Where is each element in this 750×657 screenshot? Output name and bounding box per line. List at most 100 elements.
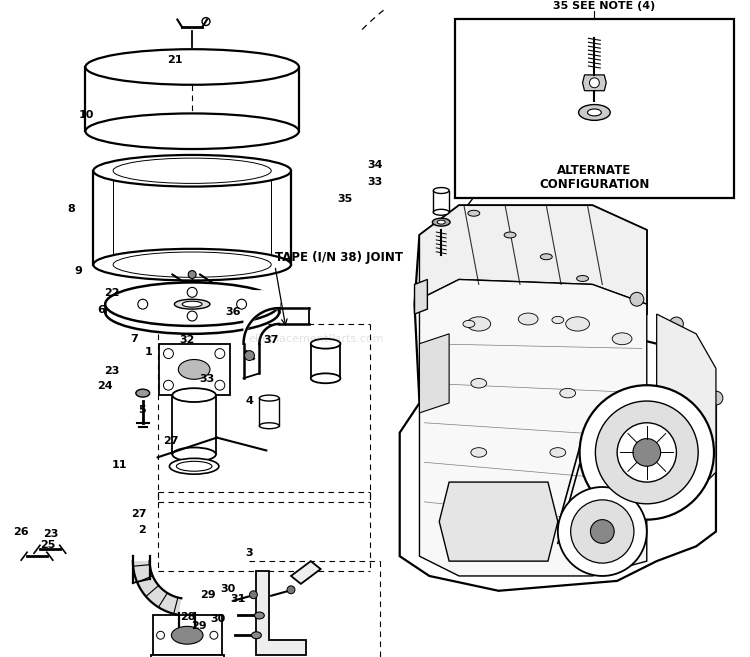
Text: 35: 35 — [338, 194, 353, 204]
Polygon shape — [158, 344, 230, 395]
Ellipse shape — [577, 275, 589, 281]
Ellipse shape — [432, 218, 450, 226]
Text: 21: 21 — [167, 55, 182, 64]
Ellipse shape — [560, 388, 575, 398]
Ellipse shape — [175, 299, 210, 309]
Circle shape — [670, 317, 683, 331]
Text: 11: 11 — [112, 461, 127, 470]
Polygon shape — [455, 18, 734, 198]
Circle shape — [164, 349, 173, 359]
Polygon shape — [151, 655, 224, 657]
Text: 37: 37 — [263, 335, 279, 345]
Text: ALTERNATE: ALTERNATE — [557, 164, 632, 177]
Ellipse shape — [467, 317, 490, 331]
Text: 29: 29 — [190, 621, 206, 631]
Circle shape — [580, 385, 714, 520]
Circle shape — [188, 311, 197, 321]
Polygon shape — [583, 75, 606, 91]
Ellipse shape — [260, 422, 279, 429]
Ellipse shape — [437, 220, 446, 224]
Polygon shape — [400, 206, 716, 591]
Ellipse shape — [471, 447, 487, 457]
Text: 7: 7 — [130, 334, 138, 344]
Text: 30: 30 — [220, 584, 236, 594]
Ellipse shape — [433, 187, 449, 194]
Ellipse shape — [433, 210, 449, 215]
Polygon shape — [419, 206, 646, 304]
Ellipse shape — [178, 359, 210, 379]
Circle shape — [596, 401, 698, 504]
Ellipse shape — [86, 114, 299, 149]
Circle shape — [287, 586, 295, 594]
Circle shape — [590, 78, 599, 88]
Polygon shape — [415, 279, 428, 314]
Ellipse shape — [566, 317, 590, 331]
Text: 33: 33 — [368, 177, 382, 187]
Ellipse shape — [254, 612, 264, 619]
Polygon shape — [105, 293, 279, 315]
Text: 34: 34 — [368, 160, 382, 170]
Ellipse shape — [182, 301, 202, 307]
Text: TAPE (I/N 38) JOINT: TAPE (I/N 38) JOINT — [275, 251, 403, 264]
Text: 10: 10 — [78, 110, 94, 120]
Polygon shape — [153, 616, 222, 655]
Polygon shape — [133, 561, 182, 615]
Circle shape — [709, 391, 723, 405]
Polygon shape — [172, 395, 216, 455]
Ellipse shape — [310, 373, 340, 383]
Text: 23: 23 — [43, 529, 58, 539]
Text: 2: 2 — [138, 526, 146, 535]
Polygon shape — [291, 561, 321, 584]
Polygon shape — [86, 67, 299, 131]
Ellipse shape — [93, 249, 291, 281]
Text: 27: 27 — [131, 509, 147, 519]
Circle shape — [590, 520, 614, 543]
Text: 1: 1 — [145, 347, 153, 357]
Circle shape — [215, 349, 225, 359]
Circle shape — [138, 299, 148, 309]
Circle shape — [157, 631, 164, 639]
Polygon shape — [419, 334, 449, 413]
Text: 26: 26 — [13, 528, 28, 537]
Ellipse shape — [93, 155, 291, 187]
Ellipse shape — [251, 632, 261, 639]
Ellipse shape — [587, 109, 602, 116]
Text: 30: 30 — [210, 614, 226, 624]
Ellipse shape — [540, 254, 552, 260]
Ellipse shape — [612, 333, 632, 345]
Circle shape — [571, 500, 634, 563]
Text: 28: 28 — [181, 612, 196, 622]
Circle shape — [617, 422, 676, 482]
Text: 5: 5 — [138, 405, 146, 415]
Polygon shape — [93, 171, 291, 265]
Circle shape — [164, 380, 173, 390]
Circle shape — [215, 380, 225, 390]
Polygon shape — [256, 571, 306, 655]
Ellipse shape — [310, 339, 340, 349]
Ellipse shape — [105, 283, 279, 326]
Ellipse shape — [468, 210, 480, 216]
Text: 27: 27 — [164, 436, 179, 446]
Text: 3: 3 — [245, 548, 253, 558]
Text: 32: 32 — [180, 335, 195, 345]
Ellipse shape — [170, 459, 219, 474]
Ellipse shape — [463, 321, 475, 327]
Ellipse shape — [260, 395, 279, 401]
Text: 33: 33 — [199, 374, 214, 384]
Circle shape — [633, 439, 661, 466]
Ellipse shape — [86, 49, 299, 85]
Text: 29: 29 — [200, 591, 216, 600]
Circle shape — [558, 487, 646, 576]
Ellipse shape — [172, 388, 216, 402]
Ellipse shape — [172, 626, 203, 644]
Circle shape — [188, 271, 196, 279]
Text: eReplacementParts.com: eReplacementParts.com — [248, 334, 383, 344]
Circle shape — [237, 299, 247, 309]
Text: 36: 36 — [225, 307, 241, 317]
Text: 4: 4 — [245, 396, 253, 405]
Text: CONFIGURATION: CONFIGURATION — [539, 178, 650, 191]
Text: 31: 31 — [230, 593, 245, 604]
Text: 8: 8 — [68, 204, 75, 214]
Circle shape — [250, 591, 257, 599]
Text: 23: 23 — [104, 367, 119, 376]
